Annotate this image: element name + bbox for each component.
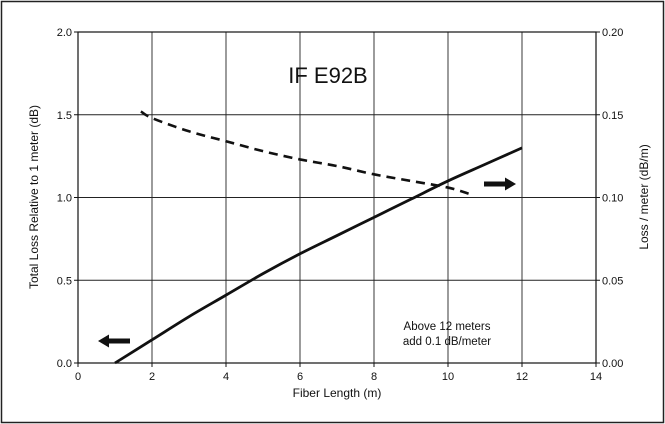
left-axis-arrow-icon <box>98 334 130 348</box>
y-right-tick-label: 0.15 <box>602 110 623 122</box>
y-ticks-right: 0.00 0.05 0.10 0.15 0.20 <box>596 27 623 370</box>
series-group <box>114 110 523 365</box>
x-tick-label: 8 <box>371 371 377 383</box>
series-line-total-loss <box>114 146 523 365</box>
chart-title: IF E92B <box>288 63 367 88</box>
annotation-line-1: Above 12 meters <box>404 321 491 333</box>
y-right-tick-label: 0.10 <box>602 193 623 205</box>
y-tick-label: 0.5 <box>57 275 72 287</box>
y-tick-label: 1.5 <box>57 110 72 122</box>
y-right-tick-label: 0.05 <box>602 275 623 287</box>
x-ticks: 0 2 4 6 8 10 12 14 <box>75 363 602 383</box>
x-tick-label: 6 <box>297 371 303 383</box>
annotation-line-2: add 0.1 dB/meter <box>403 336 491 348</box>
y-tick-label: 1.0 <box>57 193 72 205</box>
series-line-loss-per-meter <box>140 110 471 196</box>
y-tick-label: 2.0 <box>57 27 72 39</box>
x-tick-label: 10 <box>442 371 454 383</box>
y-axis-label-right: Loss / meter (dB/m) <box>637 144 651 249</box>
grid <box>78 32 596 363</box>
y-right-tick-label: 0.00 <box>602 358 623 370</box>
x-tick-label: 14 <box>590 371 602 383</box>
x-tick-label: 4 <box>223 371 229 383</box>
y-right-tick-label: 0.20 <box>602 27 623 39</box>
x-tick-label: 12 <box>516 371 528 383</box>
y-tick-label: 0.0 <box>57 358 72 370</box>
y-axis-label: Total Loss Relative to 1 meter (dB) <box>27 105 41 289</box>
x-tick-label: 2 <box>149 371 155 383</box>
x-axis-label: Fiber Length (m) <box>293 386 382 400</box>
y-ticks: 0.0 0.5 1.0 1.5 2.0 <box>57 27 78 370</box>
x-tick-label: 0 <box>75 371 81 383</box>
right-axis-arrow-icon <box>484 177 516 191</box>
